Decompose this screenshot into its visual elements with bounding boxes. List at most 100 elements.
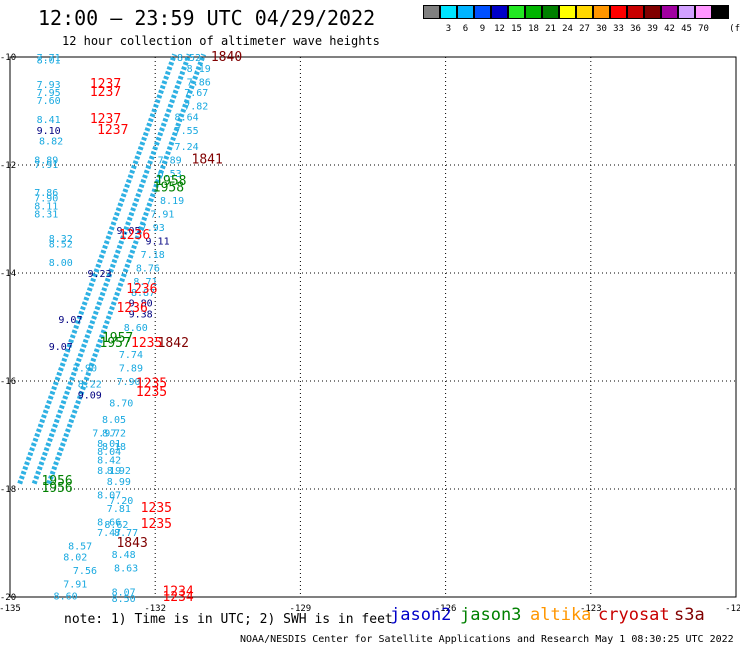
colorbar-swatch — [576, 5, 593, 19]
wave-height-value: 9.10 — [37, 126, 61, 137]
satellite-track — [46, 53, 206, 485]
wave-height-value: 7.47 — [97, 528, 121, 539]
wave-height-value: 7.90 — [34, 193, 58, 204]
colorbar-label: 6 — [462, 24, 469, 34]
wave-height-value: 8.05 — [102, 415, 126, 426]
page-subtitle: 12 hour collection of altimeter wave hei… — [62, 34, 380, 48]
track-time-label: 1236 — [119, 228, 150, 243]
longitude-tick-label: -126 — [435, 604, 457, 614]
wave-height-value: 7.86 — [187, 77, 211, 88]
colorbar-label: 12 — [494, 24, 505, 34]
latitude-tick-label: -14 — [0, 269, 16, 279]
colorbar-swatch — [644, 5, 661, 19]
colorbar-swatch — [559, 5, 576, 19]
wave-height-value: 8.22 — [78, 380, 102, 391]
track-time-label: 1236 — [126, 282, 157, 297]
wave-height-value: 9.80 — [129, 299, 153, 310]
longitude-tick-label: -123 — [580, 604, 602, 614]
colorbar-label: 30 — [596, 24, 607, 34]
track-time-label: 1957 — [102, 331, 133, 346]
wave-height-value: 9.05 — [116, 226, 140, 237]
wave-height-value: 9.07 — [58, 315, 82, 326]
wave-height-value: 8.07 — [112, 588, 136, 599]
legend-cryosat: cryosat — [598, 605, 670, 625]
latitude-tick-label: -18 — [0, 485, 16, 495]
colorbar-swatch — [423, 5, 440, 19]
colorbar-swatch — [542, 5, 559, 19]
latitude-tick-label: -20 — [0, 593, 16, 603]
wave-height-value: 8.66 — [97, 517, 121, 528]
colorbar-label: 18 — [528, 24, 539, 34]
colorbar-swatch — [525, 5, 542, 19]
track-time-label: 1957 — [100, 336, 131, 351]
wave-height-value: 7.60 — [37, 96, 61, 107]
latitude-tick-label: -12 — [0, 161, 16, 171]
footer-credit: NOAA/NESDIS Center for Satellite Applica… — [240, 634, 734, 645]
wave-height-value: 9.23 — [87, 269, 111, 280]
legend-jason2: jason2 — [390, 605, 452, 625]
track-time-label: 1956 — [41, 481, 72, 496]
track-time-label: 1235 — [136, 385, 167, 400]
colorbar-swatch — [712, 5, 729, 19]
wave-height-value: 8.87 — [131, 288, 155, 299]
wave-height-value: 7.18 — [141, 250, 165, 261]
track-time-label: 1235 — [141, 501, 172, 516]
wave-height-value: 8.60 — [124, 323, 148, 334]
colorbar-swatch — [491, 5, 508, 19]
wave-height-value: 8.70 — [109, 399, 133, 410]
wave-height-value: 8.18 — [102, 442, 126, 453]
colorbar-unit: (ft) — [729, 24, 740, 34]
colorbar-swatch — [610, 5, 627, 19]
wave-height-value: 7.91 — [63, 580, 87, 591]
wave-height-value: 8.19 — [97, 466, 121, 477]
track-time-label: 1234 — [162, 590, 193, 605]
track-time-label: 1236 — [116, 301, 147, 316]
page-title: 12:00 — 23:59 UTC 04/29/2022 — [38, 6, 376, 30]
longitude-tick-label: -129 — [290, 604, 312, 614]
wave-height-value: 7.56 — [73, 566, 97, 577]
wave-height-value: 7.81 — [107, 504, 131, 515]
wave-height-value: 8.77 — [114, 528, 138, 539]
wave-height-value: 8.31 — [34, 210, 58, 221]
wave-height-value: 8.52 — [177, 53, 201, 64]
track-time-label: 1840 — [211, 50, 242, 65]
colorbar-label: 36 — [630, 24, 641, 34]
wave-height-value: 8.01 — [37, 56, 61, 67]
wave-height-value: 7.20 — [109, 496, 133, 507]
longitude-tick-label: -135 — [0, 604, 21, 614]
track-time-label: 1235 — [136, 377, 167, 392]
colorbar-label: 15 — [511, 24, 522, 34]
wave-height-value: 8.92 — [107, 466, 131, 477]
colorbar-label: 9 — [479, 24, 486, 34]
colorbar-label: 27 — [579, 24, 590, 34]
longitude-tick-label: -132 — [144, 604, 166, 614]
track-time-label: 1237 — [90, 112, 121, 127]
wave-height-value: 7.89 — [119, 364, 143, 375]
longitude-tick-label: -120 — [725, 604, 740, 614]
wave-height-value: 7.55 — [175, 126, 199, 137]
wave-height-value: 7.93 — [141, 223, 165, 234]
colorbar-label: 33 — [613, 24, 624, 34]
wave-height-value: 7.90 — [116, 377, 140, 388]
wave-height-value: 7.95 — [37, 88, 61, 99]
track-time-label: 1235 — [141, 517, 172, 532]
track-time-label: 1843 — [116, 536, 147, 551]
wave-height-value: 8.07 — [97, 490, 121, 501]
latitude-tick-label: -10 — [0, 53, 16, 63]
wave-height-value: 7.71 — [37, 53, 61, 64]
colorbar-swatch — [474, 5, 491, 19]
track-time-label: 1956 — [41, 474, 72, 489]
colorbar-label: 3 — [445, 24, 452, 34]
track-time-label: 1235 — [131, 336, 162, 351]
wave-height-value: 8.04 — [97, 447, 121, 458]
track-time-label: 1958 — [155, 174, 186, 189]
wave-height-value: 8.19 — [160, 196, 184, 207]
wave-height-value: 8.52 — [49, 239, 73, 250]
wave-height-value: 8.50 — [112, 594, 136, 605]
wave-height-value: 7.97 — [92, 428, 116, 439]
track-time-label: 1842 — [158, 336, 189, 351]
track-time-label: 1958 — [153, 181, 184, 196]
wave-height-value: 7.67 — [184, 88, 208, 99]
wave-height-value: 8.89 — [34, 156, 58, 167]
wave-height-value: 7.91 — [34, 160, 58, 171]
